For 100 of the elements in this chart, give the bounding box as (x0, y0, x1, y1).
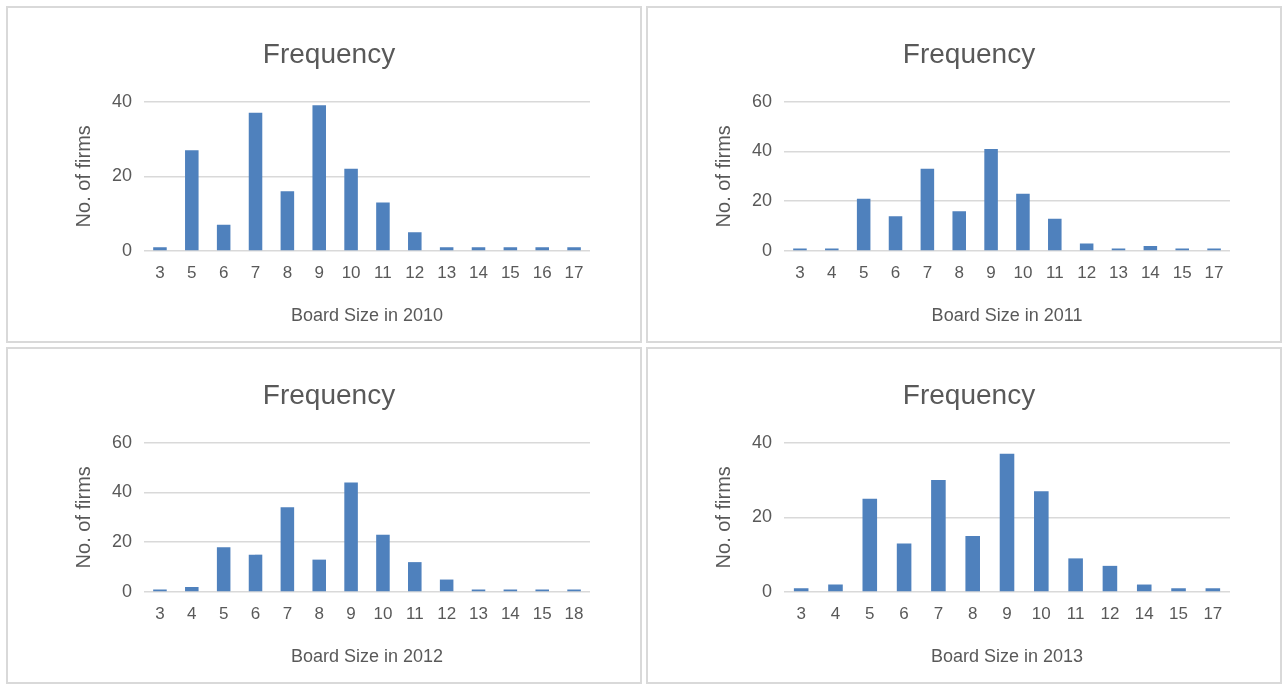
bar (1016, 193, 1030, 251)
x-tick-label: 7 (922, 262, 933, 282)
x-tick-label: 15 (500, 262, 520, 282)
x-tick-label: 5 (858, 262, 869, 282)
bar (248, 554, 263, 592)
x-tick-label: 15 (1169, 603, 1188, 623)
x-tick-label: 10 (341, 262, 361, 282)
x-tick-label: 17 (1204, 262, 1224, 282)
x-tick-label: 13 (1109, 262, 1128, 282)
x-tick-label: 5 (187, 262, 197, 282)
y-tick-label: 20 (751, 506, 773, 527)
x-tick-label: 9 (1002, 603, 1012, 623)
y-tick-label: 0 (762, 580, 773, 601)
bar (439, 579, 454, 592)
y-tick-label: 40 (751, 431, 773, 452)
bar (153, 247, 167, 251)
bar (999, 453, 1015, 592)
x-tick-label: 3 (795, 262, 805, 282)
bar (535, 247, 549, 251)
bar (248, 112, 263, 251)
chart-title: Frequency (902, 37, 1036, 69)
bar (862, 498, 878, 592)
x-tick-label: 16 (532, 262, 552, 282)
x-tick-label: 14 (500, 603, 520, 623)
bar (828, 584, 843, 592)
x-tick-label: 18 (564, 603, 584, 623)
x-tick-label: 10 (1013, 262, 1033, 282)
bar (1136, 584, 1152, 592)
x-tick-label: 8 (967, 603, 978, 623)
x-tick-label: 7 (282, 603, 293, 623)
y-tick-label: 20 (111, 531, 133, 552)
x-tick-label: 11 (405, 603, 424, 623)
bar (984, 148, 998, 251)
bar (1068, 558, 1083, 592)
x-axis-title: Board Size in 2010 (290, 305, 444, 326)
bar (931, 479, 946, 592)
bar (185, 150, 199, 251)
x-tick-label: 6 (899, 603, 909, 623)
bar (1034, 491, 1049, 592)
bar (312, 105, 326, 251)
y-axis-title: No. of firms (71, 466, 94, 569)
y-tick-label: 0 (122, 580, 133, 601)
y-tick-label: 0 (122, 239, 133, 260)
x-tick-label: 14 (1134, 603, 1154, 623)
y-tick-label: 40 (751, 140, 773, 161)
x-tick-label: 4 (827, 262, 837, 282)
x-tick-label: 8 (282, 262, 293, 282)
x-tick-label: 12 (1100, 603, 1120, 623)
bar (1102, 565, 1118, 592)
bar (503, 247, 518, 251)
bar (920, 168, 935, 251)
bar (344, 482, 358, 592)
bar (965, 535, 980, 592)
bar (408, 232, 422, 251)
bar (1171, 588, 1186, 592)
x-tick-label: 4 (830, 603, 841, 623)
x-tick-label: 3 (155, 603, 165, 623)
bar (1205, 588, 1221, 592)
x-tick-label: 15 (1172, 262, 1192, 282)
x-tick-label: 3 (155, 262, 165, 282)
bar (471, 247, 486, 251)
y-tick-label: 20 (751, 190, 773, 211)
x-tick-label: 7 (250, 262, 261, 282)
x-tick-label: 14 (469, 262, 488, 282)
bar (376, 202, 390, 251)
y-tick-label: 60 (751, 90, 773, 111)
x-tick-label: 9 (314, 262, 324, 282)
x-tick-label: 17 (1203, 603, 1223, 623)
bar (312, 559, 326, 592)
x-axis-title: Board Size in 2011 (931, 305, 1083, 326)
x-tick-label: 9 (986, 262, 996, 282)
x-tick-label: 7 (933, 603, 944, 623)
x-tick-label: 17 (564, 262, 584, 282)
y-axis-title: No. of firms (711, 125, 734, 228)
x-axis-title: Board Size in 2013 (930, 646, 1084, 667)
bar (185, 587, 199, 592)
bar (1048, 218, 1062, 251)
x-tick-label: 8 (314, 603, 324, 623)
chart-title: Frequency (262, 378, 396, 410)
x-tick-label: 15 (532, 603, 552, 623)
bar (376, 534, 390, 592)
bar (567, 247, 581, 251)
y-tick-label: 0 (762, 239, 773, 260)
x-tick-label: 11 (1045, 262, 1064, 282)
x-tick-label: 6 (250, 603, 261, 623)
x-tick-label: 6 (218, 262, 229, 282)
bar (280, 191, 295, 251)
x-tick-label: 5 (218, 603, 229, 623)
x-tick-label: 8 (954, 262, 964, 282)
bar (856, 198, 871, 251)
bar (793, 588, 809, 592)
bar (408, 562, 422, 592)
x-tick-label: 10 (1031, 603, 1051, 623)
bar (344, 168, 358, 251)
bar (896, 543, 912, 592)
bar (280, 507, 295, 592)
x-tick-label: 5 (865, 603, 875, 623)
y-tick-label: 40 (111, 90, 133, 111)
x-tick-label: 11 (374, 262, 392, 282)
chart-title: Frequency (262, 37, 396, 69)
